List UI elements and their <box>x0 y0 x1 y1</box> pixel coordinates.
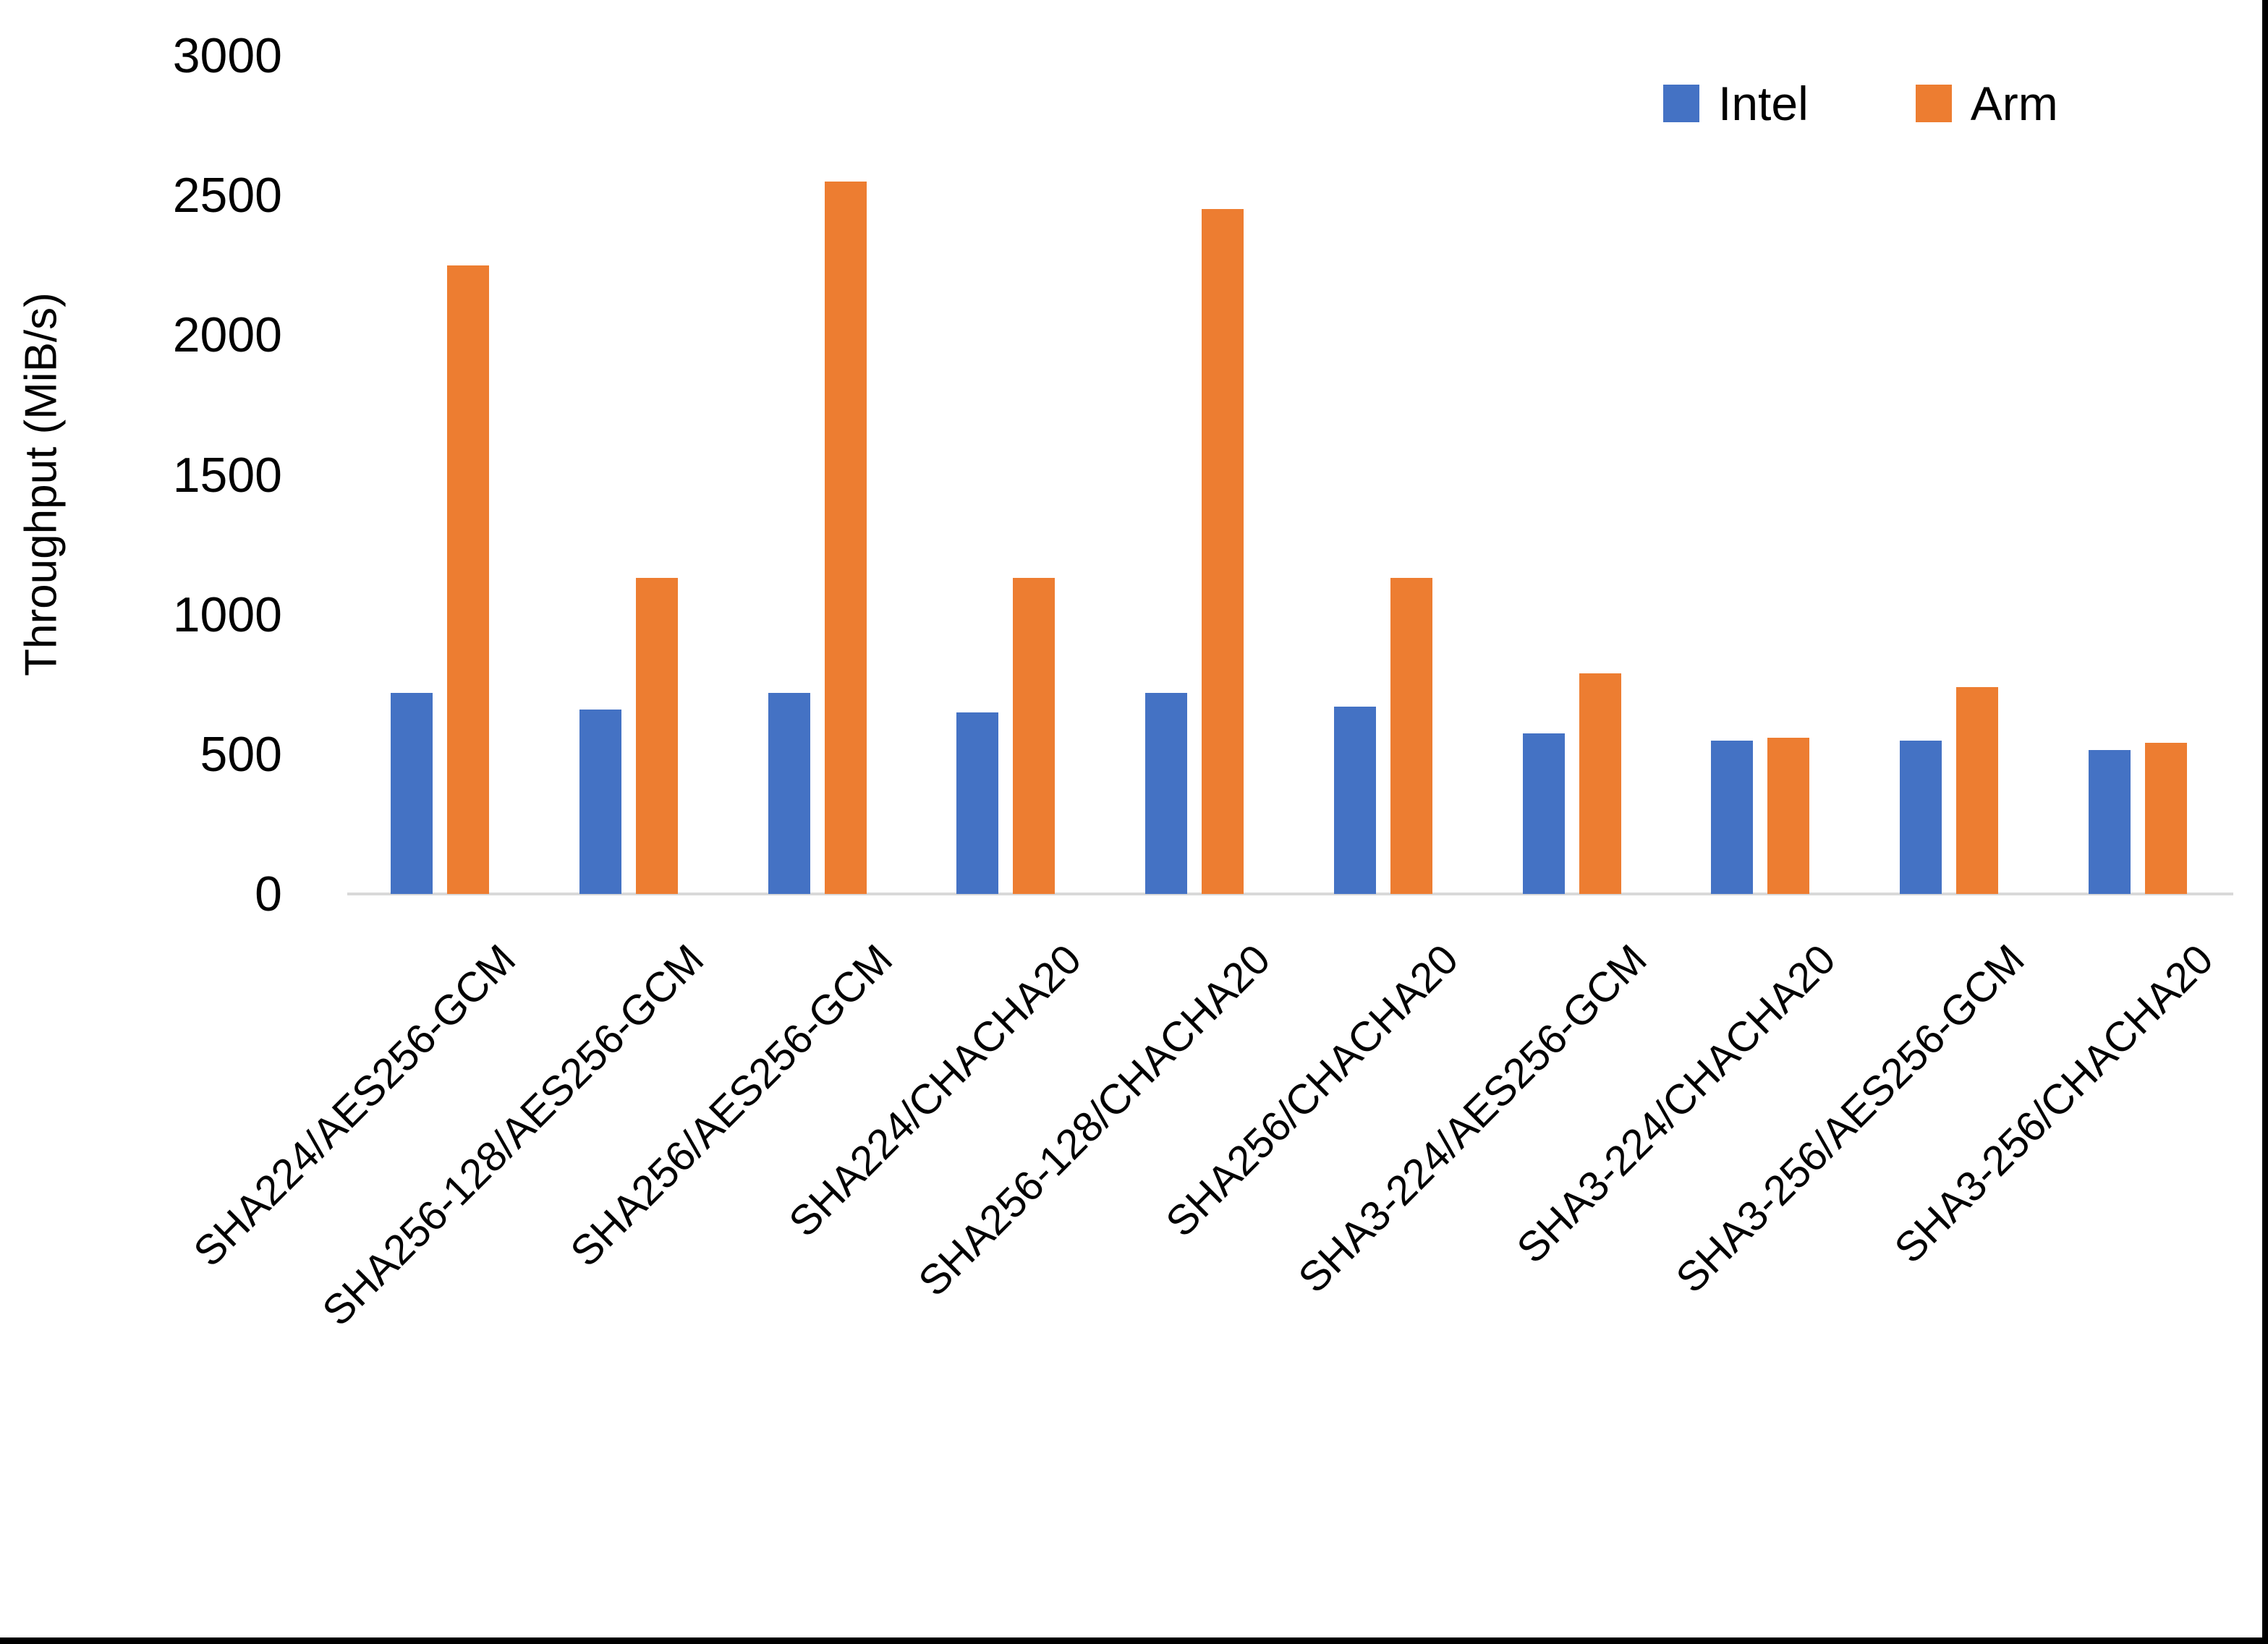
figure-border-bottom <box>0 1637 2268 1644</box>
y-tick-label: 2500 <box>172 168 282 223</box>
bar-arm-7 <box>1579 673 1621 894</box>
bar-intel-5 <box>1145 692 1188 894</box>
y-tick-label: 2000 <box>172 307 282 363</box>
bar-arm-10 <box>2144 743 2187 894</box>
legend-label: Intel <box>1718 77 1809 130</box>
bar-arm-1 <box>447 265 490 894</box>
bar-intel-7 <box>1522 733 1565 894</box>
x-axis-label: SHA256-128/CHACHA20 <box>909 935 1279 1306</box>
x-axis-label: SHA256-128/AES256-GCM <box>313 935 713 1335</box>
x-axis-label: SHA256/AES256-GCM <box>561 935 902 1276</box>
bar-arm-8 <box>1767 737 1810 894</box>
bar-intel-3 <box>768 692 810 894</box>
legend-item-arm: Arm <box>1915 77 2058 130</box>
plot-area <box>347 0 2233 895</box>
x-axis-label: SHA3-256/CHACHA20 <box>1885 935 2222 1272</box>
bar-intel-8 <box>1711 740 1754 894</box>
bar-intel-6 <box>1333 707 1376 894</box>
bar-arm-5 <box>1202 209 1244 894</box>
x-axis-label: SHA3-224/CHACHA20 <box>1508 935 1845 1272</box>
bar-arm-3 <box>824 181 867 894</box>
bar-intel-4 <box>956 712 999 894</box>
y-tick-label: 1000 <box>172 587 282 642</box>
bar-arm-6 <box>1390 578 1432 894</box>
y-tick-label: 500 <box>200 726 282 782</box>
bar-arm-2 <box>636 578 679 894</box>
x-axis-label: SHA224/AES256-GCM <box>184 935 524 1276</box>
y-tick-label: 0 <box>255 866 282 921</box>
bar-intel-2 <box>579 710 622 894</box>
legend: Intel Arm <box>1663 80 2058 127</box>
y-tick-label: 3000 <box>172 28 282 83</box>
bar-intel-9 <box>1899 740 1942 894</box>
bar-intel-10 <box>2088 750 2131 894</box>
x-axis-line <box>347 893 2233 895</box>
bar-arm-4 <box>1013 578 1056 894</box>
legend-swatch-intel <box>1663 85 1699 122</box>
bar-arm-9 <box>1955 687 1998 894</box>
bar-intel-1 <box>391 692 433 894</box>
legend-swatch-arm <box>1915 85 1952 122</box>
legend-item-intel: Intel <box>1663 80 1809 127</box>
x-axis-label: SHA3-224/AES256-GCM <box>1289 935 1657 1302</box>
x-axis-label: SHA3-256/AES256-GCM <box>1667 935 2034 1302</box>
figure-border-right <box>2262 0 2268 1644</box>
y-tick-label: 1500 <box>172 447 282 503</box>
legend-label: Arm <box>1970 77 2058 130</box>
